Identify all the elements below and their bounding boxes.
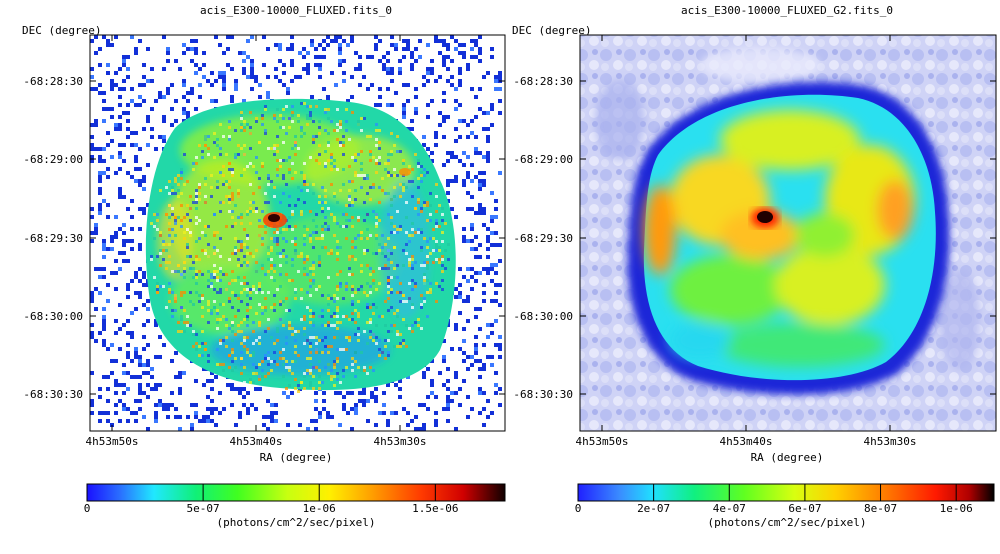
right-colorbar: 0 2e-07 4e-07 6e-07 8e-07 1e-06 (photons/cm^2… <box>575 483 995 529</box>
colorbar-tick-label: 5e-07 <box>187 502 220 515</box>
colorbar-tick-label: 0 <box>575 502 582 515</box>
left-plot-frame <box>89 34 506 432</box>
colorbar-tick-label: 2e-07 <box>637 502 670 515</box>
colorbar-tick-label: 0 <box>84 502 91 515</box>
y-tick-label: -68:30:30 <box>23 388 83 401</box>
x-tick-label: 4h53m30s <box>374 435 427 448</box>
right-panel: acis_E300-10000_FLUXED_G2.fits_0 DEC (de… <box>512 4 997 529</box>
x-tick-label: 4h53m30s <box>864 435 917 448</box>
colorbar-tick-label: 6e-07 <box>788 502 821 515</box>
colorbar-tick-label: 4e-07 <box>713 502 746 515</box>
right-remnant-texture <box>644 110 915 367</box>
x-tick-label: 4h53m40s <box>720 435 773 448</box>
y-tick-label: -68:29:30 <box>513 232 573 245</box>
right-y-ticks <box>580 80 996 395</box>
left-colorbar-ticks: 0 5e-07 1e-06 1.5e-06 <box>84 484 459 515</box>
y-tick-label: -68:28:30 <box>23 75 83 88</box>
y-tick-label: -68:30:30 <box>513 388 573 401</box>
y-tick-label: -68:29:00 <box>23 153 83 166</box>
colorbar-tick-label: 1e-06 <box>940 502 973 515</box>
right-colorbar-gradient <box>577 483 995 502</box>
right-x-axis: 4h53m50s 4h53m40s 4h53m30s <box>576 435 917 448</box>
left-x-axis: 4h53m50s 4h53m40s 4h53m30s <box>86 435 427 448</box>
right-plot-frame <box>579 34 997 432</box>
left-remnant-speckle <box>150 102 450 393</box>
left-y-ticks <box>90 80 505 395</box>
colorbar-tick-label: 1.5e-06 <box>412 502 458 515</box>
left-x-ticks <box>111 35 401 431</box>
x-tick-label: 4h53m50s <box>86 435 139 448</box>
right-title: acis_E300-10000_FLUXED_G2.fits_0 <box>681 4 893 17</box>
y-tick-label: -68:30:00 <box>513 310 573 323</box>
colorbar-tick-label: 1e-06 <box>303 502 336 515</box>
left-ylabel: DEC (degree) <box>22 24 101 37</box>
left-colorbar: 0 5e-07 1e-06 1.5e-06 (photons/cm^2/sec/pix… <box>84 483 506 529</box>
y-tick-label: -68:30:00 <box>23 310 83 323</box>
y-tick-label: -68:29:00 <box>513 153 573 166</box>
left-colorbar-gradient <box>86 483 506 502</box>
right-xlabel: RA (degree) <box>751 451 824 464</box>
right-y-axis: -68:28:30 -68:29:00 -68:29:30 -68:30:00 … <box>513 75 573 401</box>
left-y-axis: -68:28:30 -68:29:00 -68:29:30 -68:30:00 … <box>23 75 83 401</box>
right-colorbar-label: (photons/cm^2/sec/pixel) <box>708 516 867 529</box>
y-tick-label: -68:28:30 <box>513 75 573 88</box>
left-colorbar-label: (photons/cm^2/sec/pixel) <box>217 516 376 529</box>
right-x-ticks <box>601 35 891 431</box>
right-image <box>580 35 996 431</box>
left-image <box>90 35 505 431</box>
x-tick-label: 4h53m50s <box>576 435 629 448</box>
right-colorbar-ticks: 0 2e-07 4e-07 6e-07 8e-07 1e-06 <box>575 484 973 515</box>
x-tick-label: 4h53m40s <box>230 435 283 448</box>
y-tick-label: -68:29:30 <box>23 232 83 245</box>
left-title: acis_E300-10000_FLUXED.fits_0 <box>200 4 392 17</box>
right-ylabel: DEC (degree) <box>512 24 591 37</box>
left-panel: acis_E300-10000_FLUXED.fits_0 DEC (degre… <box>22 4 506 529</box>
left-xlabel: RA (degree) <box>260 451 333 464</box>
colorbar-tick-label: 8e-07 <box>864 502 897 515</box>
